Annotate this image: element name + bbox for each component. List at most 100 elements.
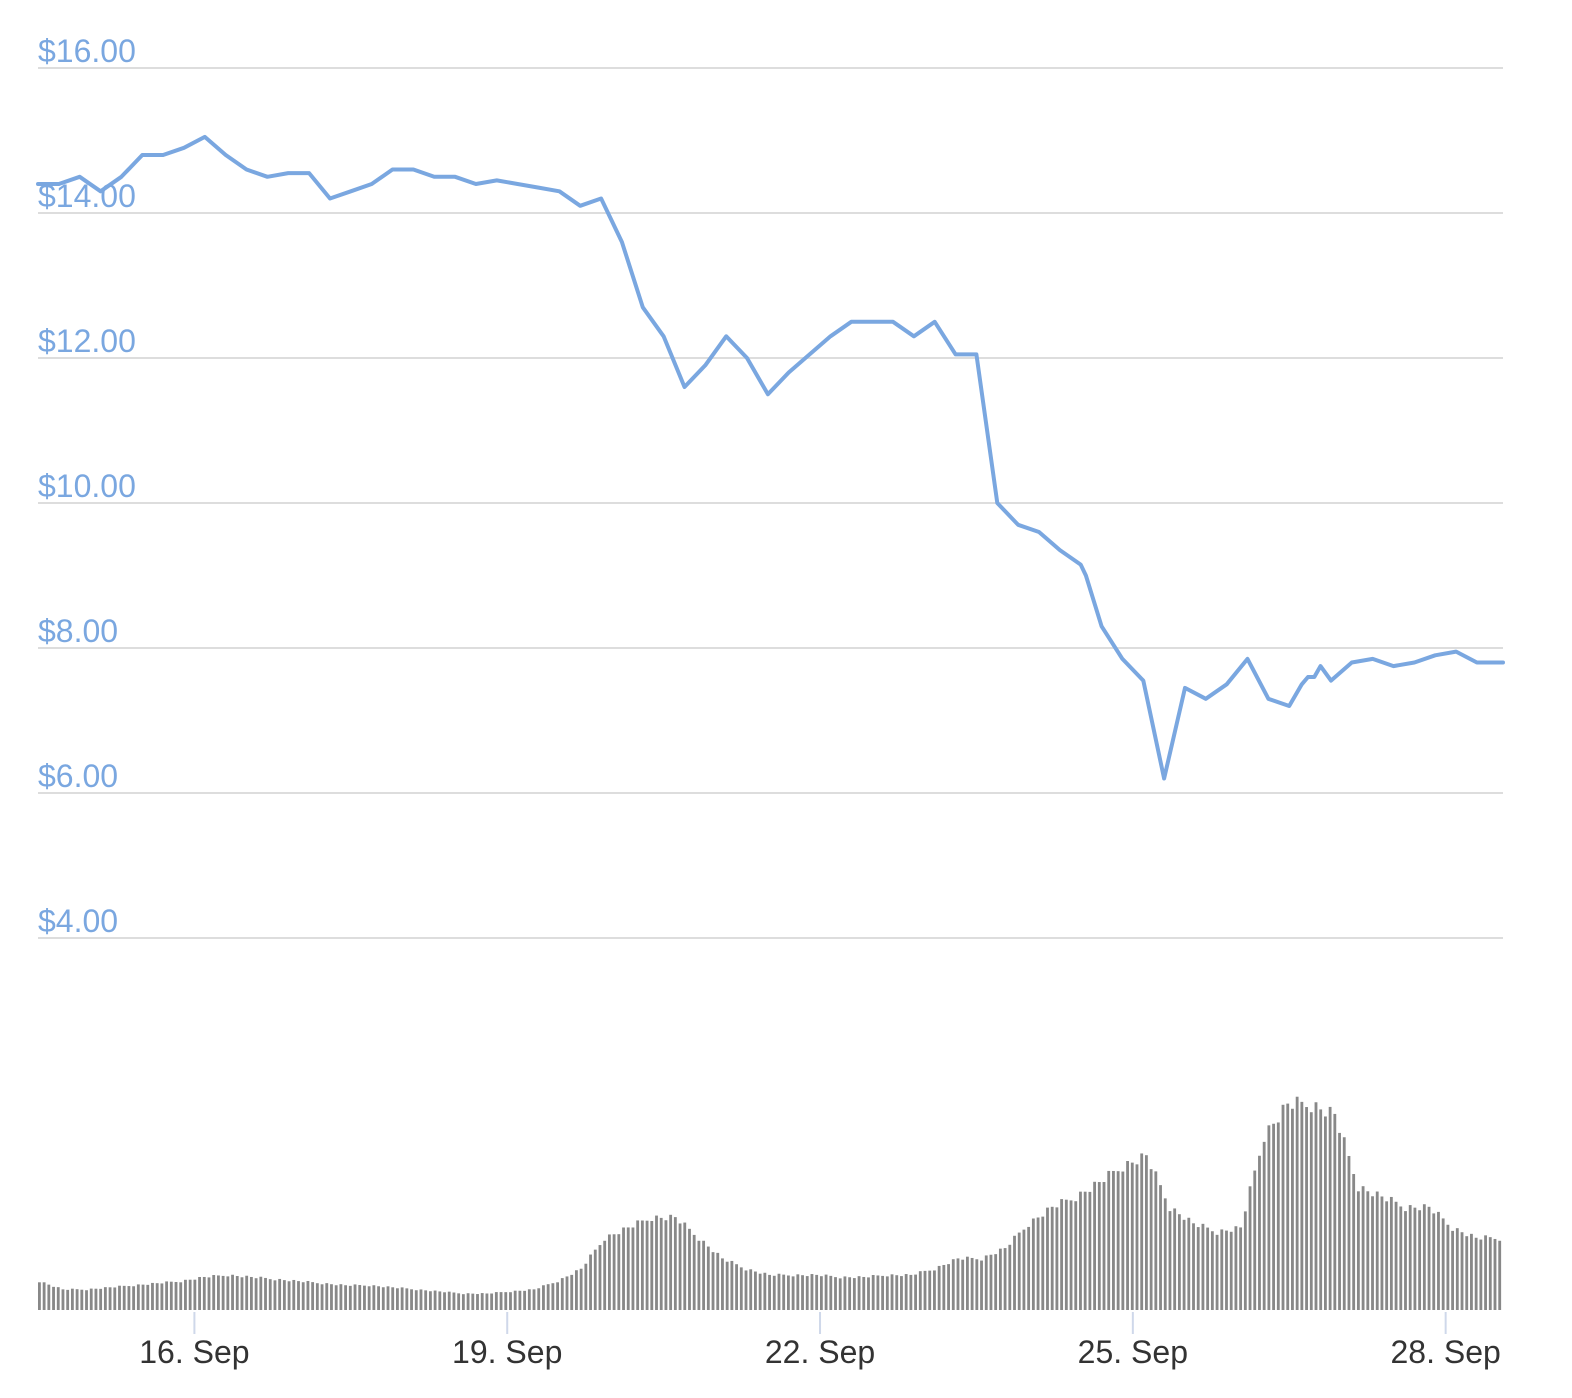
volume-bar <box>52 1286 55 1310</box>
volume-bar <box>1267 1125 1271 1310</box>
volume-bar <box>56 1287 60 1310</box>
volume-bar <box>499 1292 503 1310</box>
volume-bar <box>278 1278 282 1310</box>
volume-bar <box>857 1276 861 1310</box>
volume-bar <box>862 1276 866 1310</box>
volume-bar <box>754 1271 757 1310</box>
volume-bar <box>575 1270 578 1310</box>
volume-bar <box>1220 1229 1224 1310</box>
volume-bar <box>339 1284 343 1310</box>
volume-bar <box>786 1275 790 1310</box>
volume-bar <box>1286 1103 1290 1310</box>
volume-bar <box>933 1270 936 1310</box>
volume-bar <box>1479 1239 1483 1310</box>
volume-bar <box>1328 1106 1332 1310</box>
volume-bar <box>1305 1107 1308 1310</box>
volume-bar <box>1140 1153 1144 1310</box>
volume-bar <box>108 1287 112 1310</box>
volume-bar <box>560 1278 564 1310</box>
volume-bar <box>509 1292 512 1310</box>
volume-bar <box>1427 1206 1431 1310</box>
volume-bar <box>165 1281 169 1310</box>
volume-bar <box>188 1279 192 1310</box>
volume-bar <box>438 1291 442 1310</box>
volume-bar <box>1173 1208 1177 1310</box>
volume-bar <box>617 1234 621 1310</box>
volume-bar <box>984 1255 988 1310</box>
volume-bar <box>1177 1214 1181 1310</box>
volume-bar <box>885 1276 889 1310</box>
volume-bar <box>1375 1191 1379 1310</box>
volume-bar <box>1253 1170 1257 1310</box>
volume-bar <box>1356 1191 1360 1310</box>
volume-bar <box>42 1282 46 1310</box>
grid-lines <box>38 67 1503 939</box>
volume-bar <box>334 1285 338 1310</box>
volume-bar <box>1371 1196 1374 1310</box>
volume-bar <box>466 1293 470 1310</box>
volume-bar <box>249 1276 253 1310</box>
volume-bar <box>650 1220 654 1310</box>
volume-bar <box>622 1227 625 1310</box>
volume-bar <box>838 1278 842 1310</box>
y-tick-label: $8.00 <box>38 613 118 649</box>
volume-bar <box>1013 1235 1016 1310</box>
volume-bar <box>1168 1211 1172 1310</box>
volume-bar <box>99 1288 103 1310</box>
volume-bar <box>396 1288 399 1310</box>
volume-bar <box>1455 1228 1459 1310</box>
volume-bar <box>895 1275 899 1310</box>
volume-bar <box>212 1275 216 1310</box>
volume-bar <box>94 1288 98 1310</box>
volume-bar <box>584 1263 588 1310</box>
volume-bar <box>1036 1217 1040 1310</box>
volume-bar <box>193 1279 197 1310</box>
volume-bar <box>1380 1196 1384 1310</box>
volume-bar <box>749 1269 753 1310</box>
volume-bar <box>1088 1191 1092 1310</box>
volume-bar <box>1003 1248 1007 1310</box>
volume-bar <box>1300 1101 1304 1310</box>
x-tick-label: 25. Sep <box>1078 1334 1188 1370</box>
volume-bar <box>400 1287 404 1310</box>
volume-bar <box>589 1254 592 1310</box>
volume-bar <box>89 1288 93 1310</box>
volume-bar <box>1408 1205 1412 1310</box>
volume-bar <box>683 1222 687 1310</box>
volume-bar <box>80 1289 84 1310</box>
volume-bar <box>843 1276 847 1310</box>
volume-bar <box>848 1277 852 1310</box>
volume-bar <box>132 1286 136 1310</box>
volume-bar <box>348 1285 352 1310</box>
volume-bar <box>1418 1210 1422 1310</box>
volume-bar <box>113 1287 117 1310</box>
volume-bar <box>504 1292 508 1310</box>
volume-bar <box>951 1259 955 1310</box>
volume-bar <box>914 1274 917 1310</box>
volume-bar <box>1135 1164 1139 1310</box>
volume-bar <box>735 1264 738 1310</box>
volume-bar <box>179 1282 183 1310</box>
volume-bar <box>1451 1230 1455 1310</box>
volume-bar <box>254 1278 258 1310</box>
volume-bar <box>772 1275 776 1310</box>
volume-bar <box>1060 1199 1064 1310</box>
volume-bar <box>1050 1206 1054 1310</box>
volume-bar <box>1432 1213 1436 1310</box>
volume-bar <box>758 1273 762 1310</box>
volume-bar <box>975 1259 979 1310</box>
volume-bar <box>325 1283 329 1310</box>
volume-bar <box>358 1285 362 1310</box>
volume-bar <box>1291 1108 1294 1310</box>
volume-bar <box>363 1285 366 1310</box>
volume-bar <box>118 1285 121 1310</box>
volume-bar <box>989 1254 993 1310</box>
volume-bar <box>1493 1238 1497 1310</box>
volume-bar <box>834 1277 837 1310</box>
volume-bar <box>815 1274 819 1310</box>
volume-bar <box>315 1283 319 1310</box>
volume-bar <box>353 1284 357 1310</box>
volume-bar <box>377 1286 380 1310</box>
volume-bar <box>678 1223 682 1310</box>
